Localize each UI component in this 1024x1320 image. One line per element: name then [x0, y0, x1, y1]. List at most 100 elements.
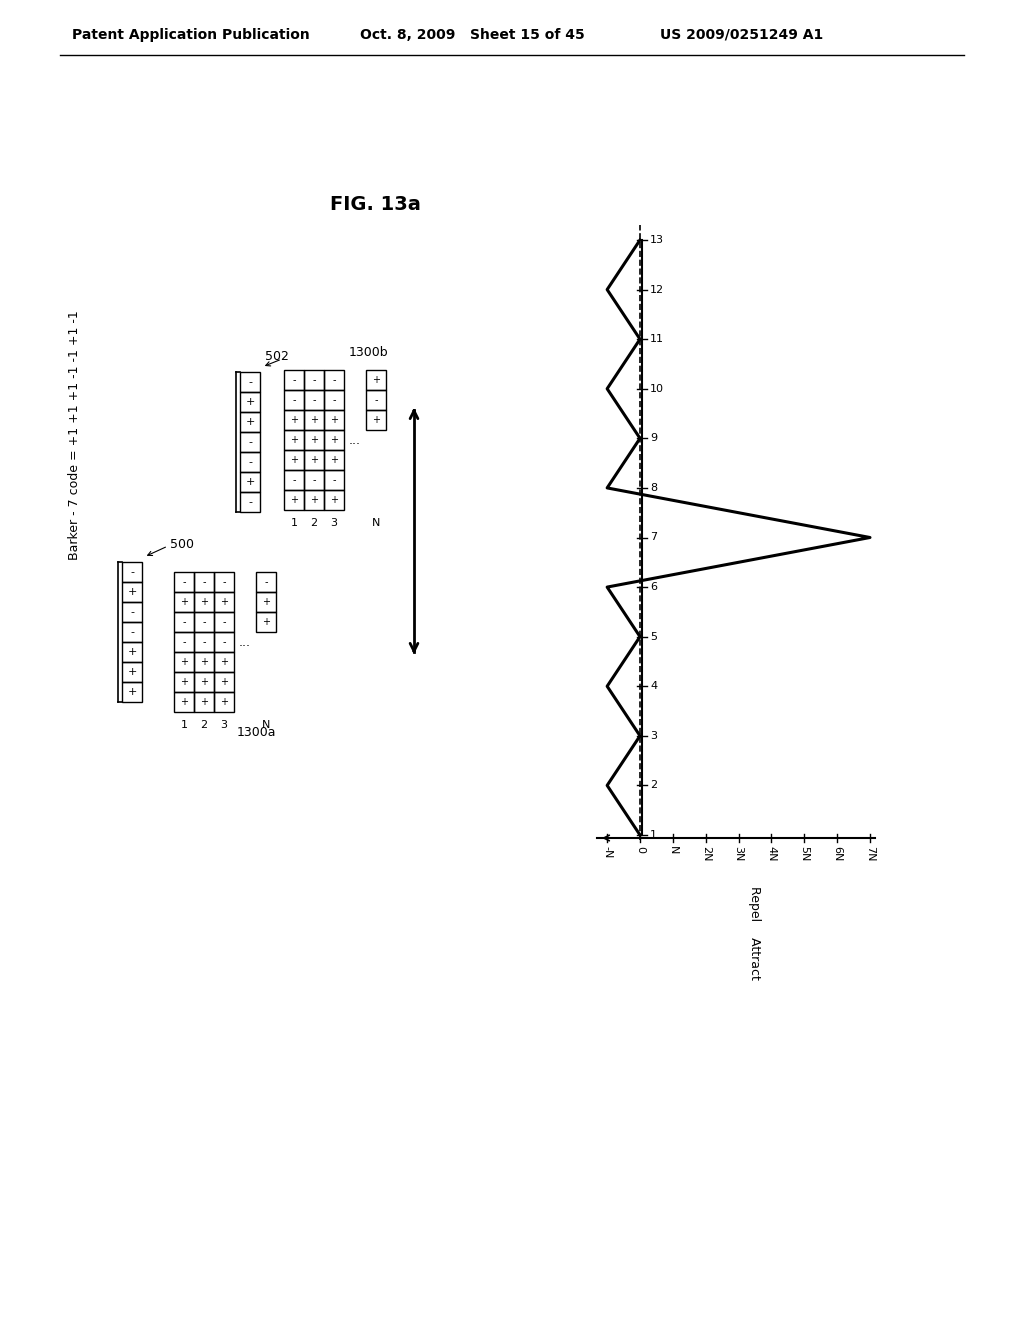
Text: 2: 2 [310, 517, 317, 528]
Text: -: - [312, 395, 315, 405]
Text: 6: 6 [650, 582, 657, 593]
Text: +: + [127, 647, 136, 657]
Text: -: - [312, 475, 315, 484]
Text: +: + [246, 477, 255, 487]
Text: +: + [246, 397, 255, 407]
Text: N: N [262, 719, 270, 730]
Bar [122, 663, 142, 682]
Text: 1300a: 1300a [237, 726, 276, 738]
Text: -: - [292, 375, 296, 385]
Bar [304, 370, 324, 389]
Text: +: + [246, 417, 255, 426]
Bar [214, 612, 234, 632]
Text: -: - [248, 498, 252, 507]
Text: ...: ... [239, 635, 251, 648]
Text: +: + [372, 375, 380, 385]
Text: -: - [182, 577, 185, 587]
Text: 1: 1 [291, 517, 298, 528]
Bar [194, 632, 214, 652]
Bar [194, 572, 214, 591]
Bar [324, 490, 344, 510]
Text: +: + [220, 657, 228, 667]
Text: +: + [127, 587, 136, 597]
Text: 2N: 2N [700, 846, 711, 862]
Text: 1300b: 1300b [349, 346, 389, 359]
Text: +: + [200, 597, 208, 607]
Bar [122, 682, 142, 702]
Bar [240, 451, 260, 473]
Text: -: - [130, 607, 134, 616]
Text: +: + [290, 495, 298, 506]
Text: +: + [180, 597, 188, 607]
Bar [122, 582, 142, 602]
Text: +: + [330, 455, 338, 465]
Bar [304, 411, 324, 430]
Bar [284, 411, 304, 430]
Bar [256, 612, 276, 632]
Text: +: + [330, 495, 338, 506]
Bar [324, 411, 344, 430]
Text: +: + [372, 414, 380, 425]
Text: -: - [182, 616, 185, 627]
Text: +: + [310, 455, 318, 465]
Text: 10: 10 [650, 384, 664, 393]
Bar [304, 470, 324, 490]
Text: -: - [332, 395, 336, 405]
Text: +: + [262, 597, 270, 607]
Text: -: - [312, 375, 315, 385]
Text: 1: 1 [180, 719, 187, 730]
Bar [214, 591, 234, 612]
Text: -: - [130, 627, 134, 638]
Text: -N: -N [602, 846, 612, 858]
Text: +: + [180, 677, 188, 686]
Text: ...: ... [349, 433, 361, 446]
Text: -: - [374, 395, 378, 405]
Text: 13: 13 [650, 235, 664, 246]
Bar [214, 632, 234, 652]
Text: +: + [220, 597, 228, 607]
Bar [324, 370, 344, 389]
Bar [214, 652, 234, 672]
Text: +: + [330, 414, 338, 425]
Text: +: + [180, 657, 188, 667]
Text: +: + [290, 414, 298, 425]
Text: +: + [127, 667, 136, 677]
Text: 8: 8 [650, 483, 657, 492]
Text: 502: 502 [265, 351, 289, 363]
Bar [194, 672, 214, 692]
Bar [240, 492, 260, 512]
Bar [324, 450, 344, 470]
Bar [174, 632, 194, 652]
Bar [324, 470, 344, 490]
Text: +: + [310, 495, 318, 506]
Bar [214, 572, 234, 591]
Bar [304, 430, 324, 450]
Text: 4: 4 [650, 681, 657, 692]
Bar [256, 572, 276, 591]
Text: 1: 1 [650, 830, 657, 840]
Bar [366, 411, 386, 430]
Text: 7: 7 [650, 532, 657, 543]
Text: -: - [222, 577, 225, 587]
Bar [304, 450, 324, 470]
Text: FIG. 13a: FIG. 13a [330, 195, 421, 214]
Text: Barker - 7 code = +1 +1 +1 -1 -1 +1 -1: Barker - 7 code = +1 +1 +1 -1 -1 +1 -1 [68, 310, 81, 560]
Text: +: + [220, 677, 228, 686]
Text: 5: 5 [650, 632, 657, 642]
Text: -: - [203, 577, 206, 587]
Text: +: + [180, 697, 188, 708]
Text: -: - [182, 638, 185, 647]
Text: 2: 2 [650, 780, 657, 791]
Bar [324, 389, 344, 411]
Text: +: + [200, 697, 208, 708]
Text: -: - [292, 395, 296, 405]
Text: 500: 500 [170, 537, 194, 550]
Text: -: - [222, 616, 225, 627]
Bar [214, 672, 234, 692]
Text: -: - [203, 638, 206, 647]
Text: 7N: 7N [865, 846, 874, 862]
Text: +: + [200, 657, 208, 667]
Text: 2: 2 [201, 719, 208, 730]
Text: -: - [130, 568, 134, 577]
Bar [194, 591, 214, 612]
